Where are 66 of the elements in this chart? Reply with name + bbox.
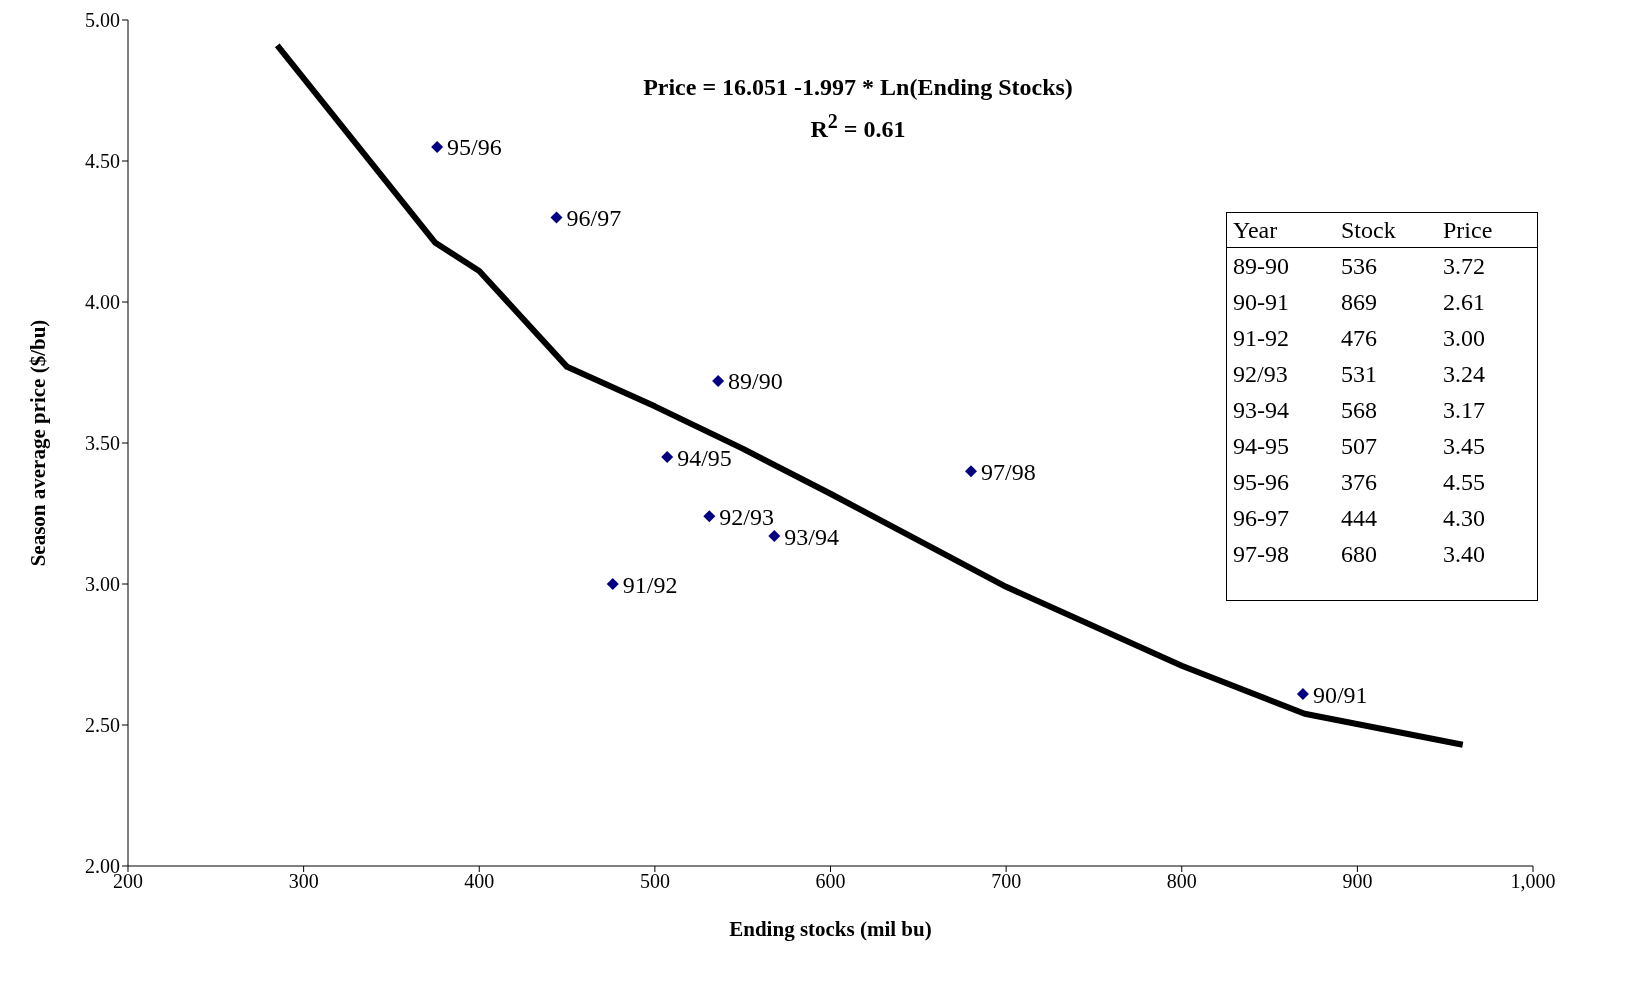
annotation: 3.17 — [1442, 396, 1486, 424]
annotation: 94-95 — [1232, 432, 1290, 460]
annotation: 568 — [1340, 396, 1378, 424]
y-tick-label: 3.50 — [85, 432, 120, 455]
x-tick-label: 600 — [815, 870, 846, 893]
annotation: 96/97 — [566, 204, 622, 231]
annotation: 97/98 — [981, 458, 1036, 485]
annotation: 97-98 — [1232, 540, 1290, 568]
annotation: 94/95 — [677, 444, 732, 471]
annotation: 536 — [1340, 252, 1378, 280]
annotation: 680 — [1340, 540, 1378, 568]
point — [431, 140, 444, 153]
annotation: 92/93 — [719, 503, 774, 530]
annotation: 96-97 — [1232, 504, 1290, 532]
x-tick-label: 400 — [464, 870, 495, 893]
annotation: 93/94 — [784, 523, 839, 550]
point — [965, 465, 977, 478]
x-tick-label: 500 — [639, 870, 670, 893]
annotation: 90/91 — [1312, 681, 1368, 708]
point — [703, 510, 716, 523]
x-tick-label: 800 — [1166, 870, 1197, 893]
point — [661, 451, 674, 464]
y-tick-label: 3.00 — [85, 573, 120, 596]
annotation: 4.30 — [1442, 504, 1486, 532]
text: Price = 16.051 -1.997 * Ln(Ending Stocks) — [642, 73, 1074, 102]
point — [550, 211, 563, 224]
point — [606, 578, 619, 590]
annotation: 507 — [1340, 432, 1378, 460]
y-tick-label: 4.00 — [85, 291, 120, 314]
x-axis-title: Ending stocks (mil bu) — [729, 917, 932, 941]
point — [712, 374, 725, 387]
annotation: 444 — [1340, 504, 1378, 532]
point — [1296, 687, 1309, 700]
y-tick-label: 5.00 — [85, 9, 120, 32]
annotation: 91/92 — [622, 571, 678, 598]
x-tick-label: 900 — [1342, 870, 1373, 893]
annotation: 3.00 — [1442, 324, 1486, 352]
annotation: 3.45 — [1442, 432, 1486, 460]
annotation: 2.61 — [1442, 288, 1486, 316]
annotation: 92/93 — [1232, 360, 1289, 388]
annotation: 89/90 — [728, 368, 783, 395]
point — [768, 530, 781, 543]
annotation: 3.40 — [1442, 540, 1486, 568]
annotation: 531 — [1340, 360, 1378, 388]
annotation: 95-96 — [1232, 468, 1290, 496]
y-tick-label: 4.50 — [85, 150, 120, 173]
annotation: 4.55 — [1442, 468, 1486, 496]
x-tick-label: 300 — [288, 870, 319, 893]
text: R$^{2}$ = 0.61 — [809, 109, 907, 144]
annotation: 89-90 — [1232, 252, 1290, 280]
y-tick-label: 2.50 — [85, 714, 120, 737]
annotation: Year — [1232, 216, 1279, 244]
y-axis-title: Season average price ($/bu) — [26, 319, 51, 567]
x-tick-label: 700 — [991, 870, 1022, 893]
annotation: Price — [1442, 216, 1494, 244]
annotation: 93-94 — [1232, 396, 1290, 424]
annotation: 3.72 — [1442, 252, 1486, 280]
annotation: Stock — [1340, 216, 1397, 244]
annotation: 869 — [1340, 288, 1378, 316]
annotation: 90-91 — [1232, 288, 1290, 316]
annotation: 476 — [1340, 324, 1378, 352]
x-tick-label: 1,000 — [1510, 870, 1556, 893]
annotation: 91-92 — [1232, 324, 1290, 352]
annotation: 376 — [1340, 468, 1378, 496]
annotation: 3.24 — [1442, 360, 1486, 388]
annotation: 95/96 — [447, 134, 502, 161]
